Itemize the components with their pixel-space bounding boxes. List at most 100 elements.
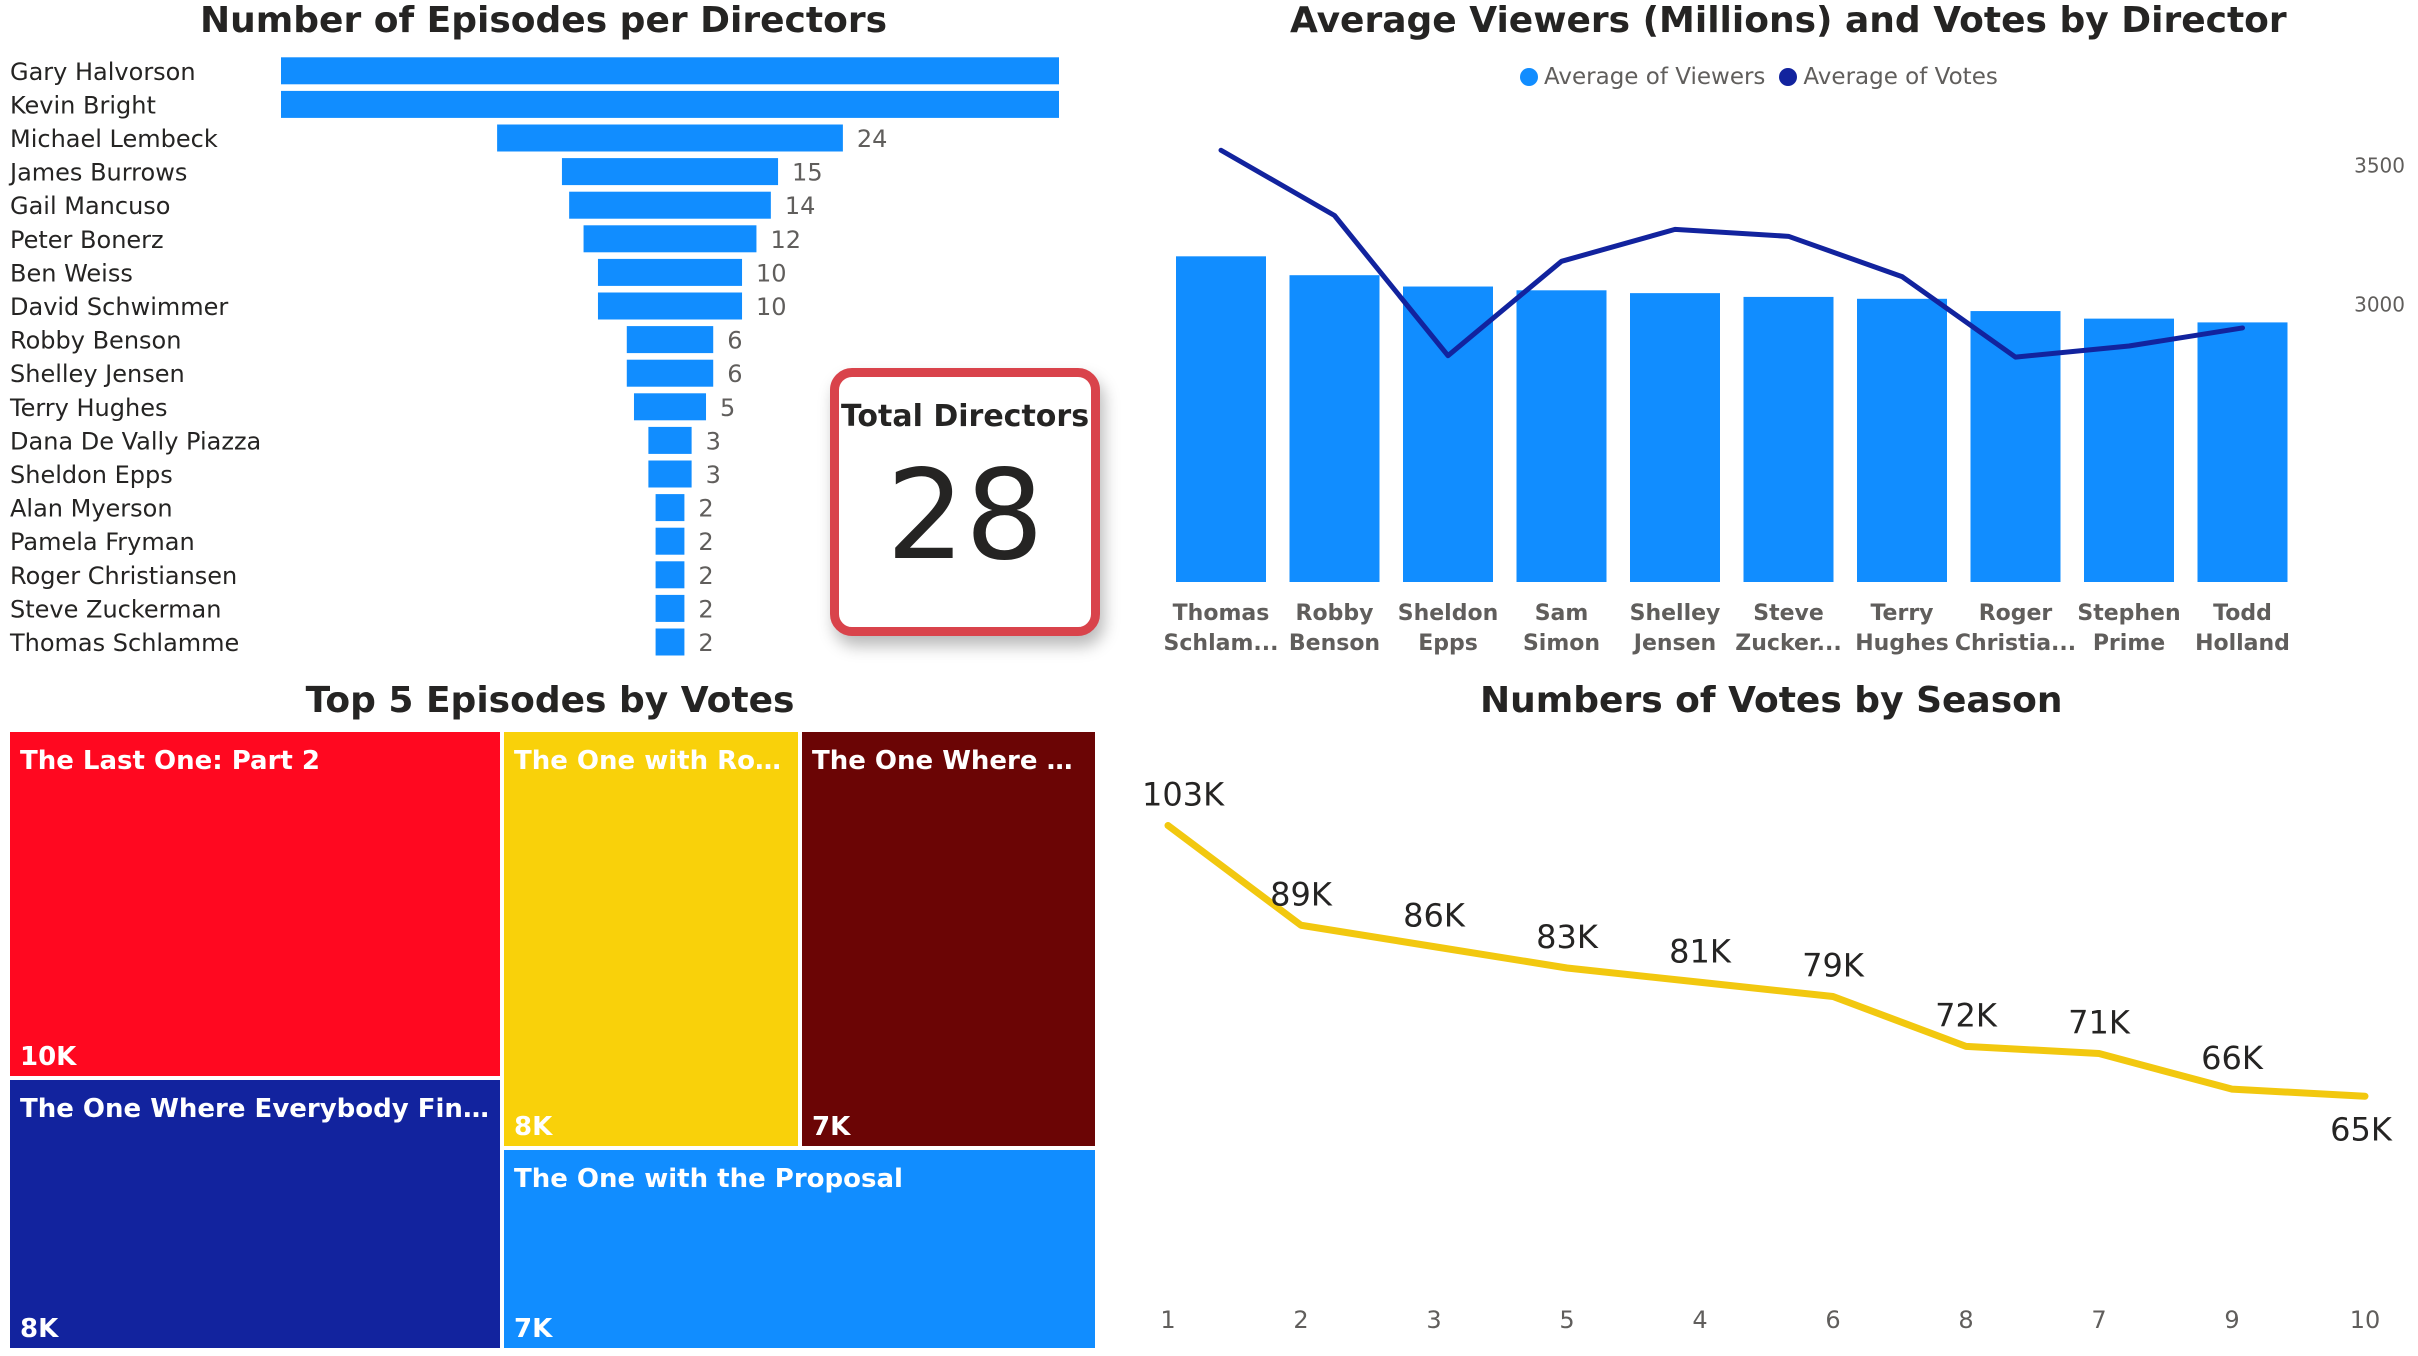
episodes-bar[interactable] — [648, 460, 692, 488]
season-x-tick-label: 3 — [1426, 1306, 1441, 1334]
season-data-label: 65K — [2330, 1110, 2393, 1148]
viewers-bar[interactable] — [1857, 298, 1947, 582]
season-data-label: 103K — [1142, 776, 1225, 814]
top5-episodes-treemap: The Last One: Part 2 10K The One Where E… — [10, 732, 1095, 1348]
episodes-bar[interactable] — [597, 258, 743, 286]
episodes-bar[interactable] — [655, 494, 685, 522]
season-data-label: 79K — [1802, 947, 1865, 985]
episodes-bar[interactable] — [569, 191, 771, 219]
season-votes-line[interactable] — [1164, 822, 2369, 1100]
legend-label-votes: Average of Votes — [1803, 64, 1998, 90]
episodes-bar[interactable] — [655, 628, 685, 656]
viewers-votes-legend: Average of Viewers Average of Votes — [1520, 64, 1998, 90]
episodes-category-label: Alan Myerson — [10, 495, 173, 523]
episodes-data-label: 2 — [698, 629, 713, 657]
episodes-category-label: Gail Mancuso — [10, 192, 171, 220]
episodes-bar[interactable] — [497, 124, 843, 152]
viewers-bar[interactable] — [1289, 275, 1380, 582]
episodes-bar[interactable] — [597, 292, 743, 320]
episodes-data-label: 14 — [785, 192, 816, 220]
season-x-tick-label: 8 — [1958, 1306, 1973, 1334]
season-votes-line-chart: 103K 1 89K 2 86K 3 83K 5 81K 4 79K 6 72K 8 71K 7 66K 9 65K… — [1142, 776, 2393, 1335]
episodes-bar[interactable] — [626, 326, 714, 354]
season-data-label: 86K — [1403, 897, 1466, 935]
episodes-data-label: 3 — [706, 461, 721, 489]
episodes-bar[interactable] — [655, 561, 685, 589]
episodes-data-label: 6 — [727, 360, 742, 388]
treemap-tile-ross[interactable]: The One with Ross'... 8K — [504, 732, 798, 1146]
episodes-category-label: Terry Hughes — [9, 394, 167, 422]
treemap-tile-where-m[interactable]: The One Where M... 7K — [802, 732, 1095, 1146]
top5-chart-title: Top 5 Episodes by Votes — [305, 680, 795, 721]
episodes-category-label: Dana De Vally Piazza — [10, 427, 261, 455]
kpi-value: 28 — [886, 444, 1044, 588]
episodes-bar[interactable] — [561, 158, 779, 186]
viewers-category-label: Shelley Jensen — [1630, 601, 1721, 656]
votes-line[interactable] — [1218, 147, 2245, 360]
season-x-tick-label: 2 — [1293, 1306, 1308, 1334]
treemap-tile-name: The One with Ross'... — [514, 746, 788, 776]
episodes-bar[interactable] — [583, 225, 757, 253]
episodes-bar-chart: Gary Halvorson Kevin Bright Michael Lembec… — [8, 57, 1059, 657]
episodes-category-label: David Schwimmer — [10, 293, 228, 321]
season-data-label: 83K — [1536, 918, 1599, 956]
season-data-label: 71K — [2068, 1004, 2131, 1042]
viewers-bar[interactable] — [1176, 256, 1266, 582]
episodes-category-label: Roger Christiansen — [10, 562, 237, 590]
episodes-data-label: 6 — [727, 327, 742, 355]
legend-marker-viewers — [1520, 68, 1538, 86]
legend-item-votes[interactable]: Average of Votes — [1779, 64, 1998, 90]
episodes-bar[interactable] — [655, 527, 685, 555]
episodes-data-label: 2 — [698, 562, 713, 590]
season-data-label: 72K — [1935, 996, 1998, 1034]
treemap-tile-value: 8K — [20, 1314, 59, 1344]
viewers-bar[interactable] — [1516, 290, 1607, 582]
episodes-bar[interactable] — [281, 57, 1059, 85]
episodes-data-label: 2 — [698, 595, 713, 623]
legend-item-viewers[interactable]: Average of Viewers — [1520, 64, 1765, 90]
episodes-category-label: Sheldon Epps — [10, 461, 173, 489]
episodes-data-label: 12 — [770, 226, 801, 254]
episodes-category-label: Gary Halvorson — [10, 58, 196, 86]
episodes-data-label: 2 — [698, 495, 713, 523]
viewers-bar[interactable] — [1743, 296, 1834, 582]
episodes-data-label: 15 — [792, 159, 823, 187]
season-x-tick-label: 7 — [2091, 1306, 2106, 1334]
episodes-bar[interactable] — [281, 90, 1059, 118]
viewers-bar[interactable] — [2084, 318, 2174, 582]
season-chart-title: Numbers of Votes by Season — [1480, 680, 2063, 721]
treemap-tile-name: The One with the Proposal — [514, 1164, 903, 1194]
episodes-bar[interactable] — [655, 594, 685, 622]
viewers-bar[interactable] — [1630, 293, 1720, 582]
episodes-category-label: Thomas Schlamme — [9, 629, 239, 657]
episodes-data-label: 10 — [756, 293, 787, 321]
viewers-category-label: Terry Hughes — [1855, 601, 1949, 656]
season-x-tick-label: 4 — [1692, 1306, 1707, 1334]
viewers-category-label: Steve Zucker... — [1735, 601, 1841, 656]
episodes-category-label: Pamela Fryman — [10, 528, 195, 556]
episodes-bar[interactable] — [633, 393, 707, 421]
episodes-category-label: James Burrows — [8, 159, 187, 187]
viewers-category-label: Stephen Prime — [2077, 601, 2180, 656]
legend-marker-votes — [1779, 68, 1798, 86]
episodes-data-label: 5 — [720, 394, 735, 422]
total-directors-card[interactable]: Total Directors 28 — [830, 368, 1100, 636]
treemap-tile-proposal[interactable]: The One with the Proposal 7K — [504, 1150, 1095, 1348]
treemap-tile-value: 8K — [514, 1112, 553, 1142]
viewers-y-tick-label: 3500 — [2354, 154, 2405, 178]
viewers-bar[interactable] — [2197, 322, 2288, 582]
treemap-tile-value: 7K — [812, 1112, 851, 1142]
season-data-label: 89K — [1270, 875, 1333, 913]
episodes-bar[interactable] — [648, 426, 692, 454]
episodes-data-label: 10 — [756, 259, 787, 287]
episodes-bar[interactable] — [626, 359, 714, 387]
season-data-label: 66K — [2201, 1039, 2264, 1077]
treemap-tile-everybody-finds[interactable]: The One Where Everybody Finds ... 8K — [10, 1080, 500, 1348]
viewers-category-label: Sheldon Epps — [1398, 601, 1499, 656]
season-x-tick-label: 10 — [2350, 1306, 2381, 1334]
episodes-category-label: Peter Bonerz — [10, 226, 164, 254]
viewers-bar[interactable] — [1403, 286, 1493, 582]
treemap-tile-last-one[interactable]: The Last One: Part 2 10K — [10, 732, 500, 1076]
episodes-category-label: Kevin Bright — [10, 91, 156, 119]
